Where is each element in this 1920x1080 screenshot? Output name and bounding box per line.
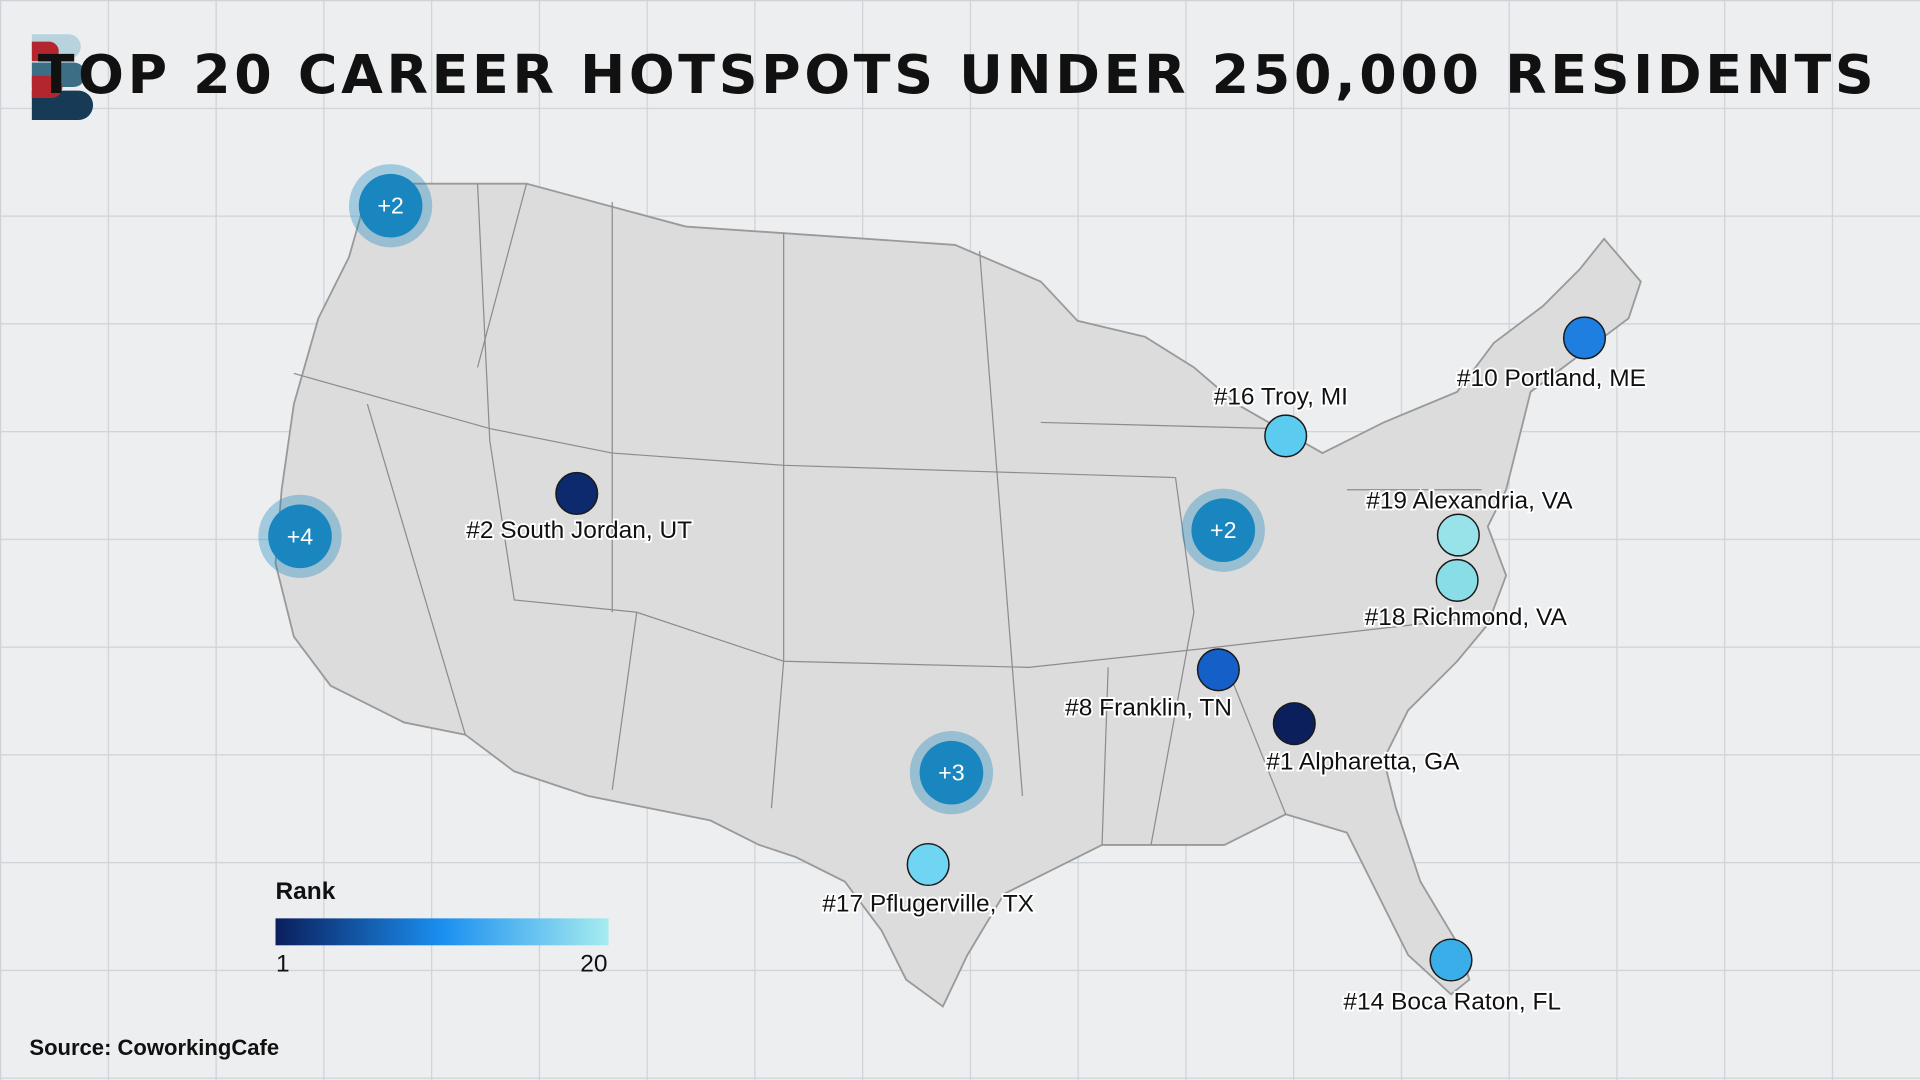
city-label: #2 South Jordan, UT xyxy=(466,517,692,544)
city: #18 Richmond, VA xyxy=(1363,558,1569,633)
city-label: #1 Alpharetta, GA xyxy=(1266,748,1460,775)
city-label: #10 Portland, ME xyxy=(1457,365,1646,392)
cluster-circle xyxy=(1191,498,1256,563)
cluster-count: +2 xyxy=(1210,517,1237,543)
city-marker xyxy=(1562,316,1607,360)
city-label: #14 Boca Raton, FL xyxy=(1343,988,1561,1015)
cluster-circle xyxy=(919,740,984,805)
cluster-marker: +3 xyxy=(909,731,994,815)
legend-tick-label: 20 xyxy=(580,950,607,977)
city-label: #19 Alexandria, VA xyxy=(1366,488,1573,515)
city: #10 Portland, ME xyxy=(1455,316,1648,394)
cluster-marker: +2 xyxy=(1181,488,1265,572)
legend: Rank 1 20 xyxy=(275,878,609,977)
city-label: #16 Troy, MI xyxy=(1214,383,1348,410)
map-title: TOP 20 CAREER HOTSPOTS UNDER 250,000 RES… xyxy=(38,43,1878,106)
city: #1 Alpharetta, GA xyxy=(1264,702,1462,777)
city-marker xyxy=(1436,513,1480,557)
city: #19 Alexandria, VA xyxy=(1364,486,1575,557)
cluster-circle xyxy=(358,173,423,238)
source: Source: CoworkingCafe xyxy=(29,1035,279,1060)
cluster-count: +3 xyxy=(938,760,965,786)
cluster-count: +4 xyxy=(287,523,314,549)
cluster-marker: +2 xyxy=(348,164,433,248)
city-marker xyxy=(1264,414,1308,458)
city-label: #18 Richmond, VA xyxy=(1365,604,1568,631)
city: #16 Troy, MI xyxy=(1212,382,1350,458)
city: #17 Pflugerville, TX xyxy=(820,842,1036,919)
city: #14 Boca Raton, FL xyxy=(1342,938,1563,1017)
city: #2 South Jordan, UT xyxy=(464,471,694,546)
city-marker xyxy=(1272,702,1316,746)
city-marker xyxy=(1196,648,1240,692)
city-marker xyxy=(1435,558,1479,602)
legend-colorbar xyxy=(275,918,609,946)
city: #8 Franklin, TN xyxy=(1063,648,1240,723)
city-layer: #1 Alpharetta, GA #2 South Jordan, UT #8 F… xyxy=(464,316,1648,1017)
city-marker xyxy=(1429,938,1473,982)
city-label: #17 Pflugerville, TX xyxy=(822,890,1034,917)
cluster-marker: +4 xyxy=(258,494,342,578)
logo xyxy=(31,34,94,120)
city-marker xyxy=(555,471,599,516)
cluster-circle xyxy=(268,504,332,569)
cluster-count: +2 xyxy=(377,193,404,219)
legend-title: Rank xyxy=(276,878,336,905)
city-marker xyxy=(906,842,950,887)
legend-tick-label: 1 xyxy=(276,950,290,977)
cluster-layer: +2 +4 +2 +3 xyxy=(258,164,1265,815)
city-label: #8 Franklin, TN xyxy=(1065,694,1232,721)
